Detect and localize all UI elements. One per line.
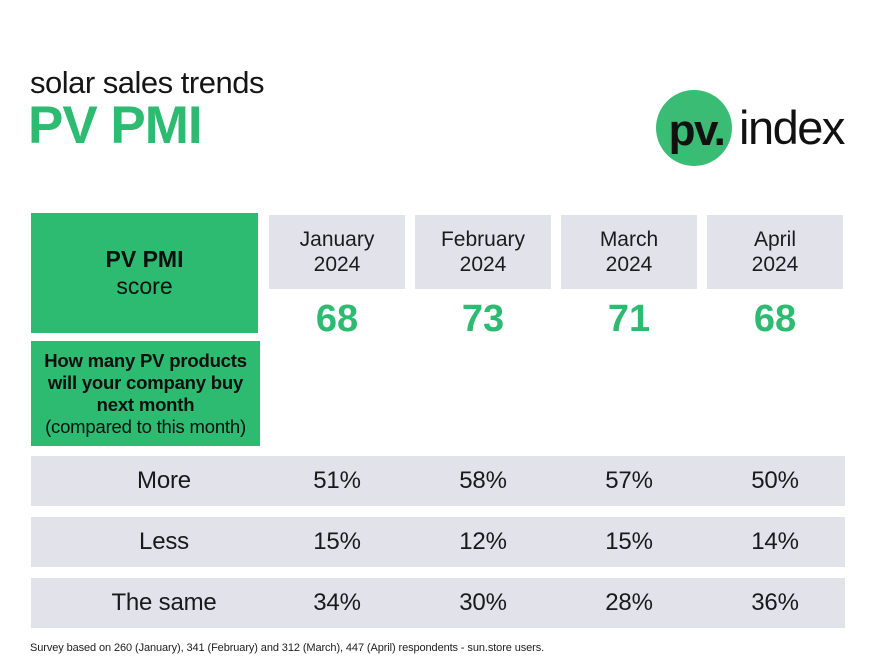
row-value-march: 15%: [605, 528, 653, 555]
pmi-score-february: 73: [461, 298, 505, 340]
row-value-april: 50%: [751, 467, 799, 494]
pv-index-logo: pv. index: [656, 90, 845, 166]
row-value-march: 57%: [605, 467, 653, 494]
month-header-february: February 2024: [415, 215, 551, 289]
page-title: PV PMI: [28, 96, 203, 155]
pmi-score-header-subtitle: score: [116, 273, 173, 299]
page-subtitle: solar sales trends: [30, 65, 264, 100]
row-value-february: 12%: [459, 528, 507, 555]
row-label: The same: [111, 589, 217, 616]
row-value-april: 14%: [751, 528, 799, 555]
month-year: 2024: [605, 253, 653, 276]
row-value-february: 30%: [459, 589, 507, 616]
row-value-april: 36%: [751, 589, 799, 616]
survey-question-note: (compared to this month): [45, 415, 246, 437]
pmi-score-january: 68: [315, 298, 359, 340]
month-name: March: [599, 228, 659, 251]
month-name: February: [440, 228, 526, 251]
table-row-the-same: The same 34% 30% 28% 36%: [31, 578, 845, 628]
pmi-score-header-title: PV PMI: [105, 246, 184, 272]
row-value-january: 34%: [313, 589, 361, 616]
row-value-february: 58%: [459, 467, 507, 494]
row-value-march: 28%: [605, 589, 653, 616]
row-value-january: 51%: [313, 467, 361, 494]
logo-circle-icon: pv.: [656, 90, 732, 166]
survey-source-note: Survey based on 260 (January), 341 (Febr…: [30, 642, 545, 654]
row-label: Less: [139, 528, 189, 555]
table-row-more: More 51% 58% 57% 50%: [31, 456, 845, 506]
survey-question-line: will your company buy: [47, 371, 244, 393]
table-row-less: Less 15% 12% 15% 14%: [31, 517, 845, 567]
survey-question-box: How many PV products will your company b…: [31, 341, 260, 446]
month-year: 2024: [313, 253, 361, 276]
pmi-score-april: 68: [753, 298, 797, 340]
month-year: 2024: [459, 253, 507, 276]
month-name: April: [753, 228, 796, 251]
row-label: More: [137, 467, 191, 494]
pmi-score-march: 71: [607, 298, 651, 340]
pmi-score-header-box: PV PMI score: [31, 213, 258, 333]
logo-name: index: [739, 100, 845, 154]
month-name: January: [299, 228, 375, 251]
month-header-january: January 2024: [269, 215, 405, 289]
month-year: 2024: [751, 253, 799, 276]
survey-question-line: next month: [96, 393, 195, 415]
row-value-january: 15%: [313, 528, 361, 555]
month-header-march: March 2024: [561, 215, 697, 289]
logo-mark: pv.: [668, 106, 726, 155]
survey-question-line: How many PV products: [44, 349, 247, 371]
month-header-april: April 2024: [707, 215, 843, 289]
